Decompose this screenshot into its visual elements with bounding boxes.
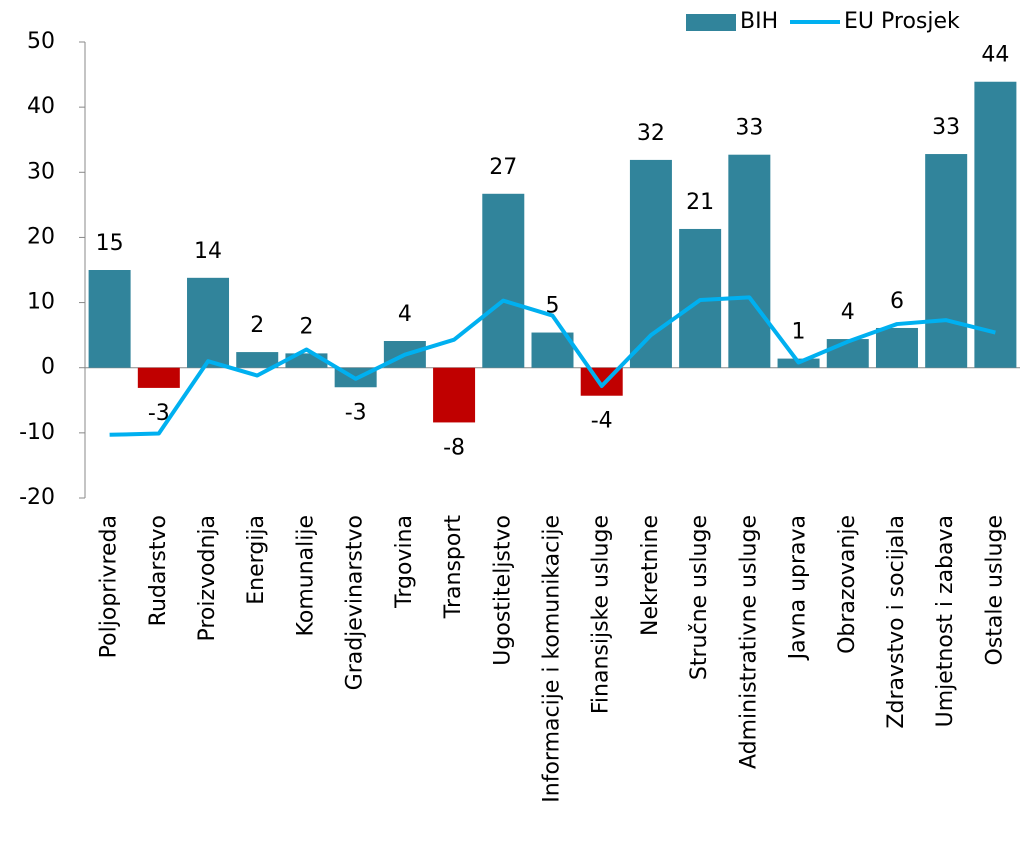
x-tick-label: Ostale usluge: [982, 515, 1007, 666]
value-label: 2: [250, 313, 264, 338]
x-tick-label: Zdravstvo i socijala: [884, 515, 909, 729]
bar: [236, 352, 279, 368]
value-label: -4: [591, 409, 613, 434]
value-label: 27: [489, 155, 517, 180]
line: [109, 295, 996, 437]
value-label: 44: [981, 43, 1009, 68]
bar: [433, 367, 476, 423]
x-tick-label: Proizvodnja: [195, 515, 220, 642]
x-tick-label: Ugostiteljstvo: [490, 515, 515, 666]
x-tick-label: Nekretnine: [638, 515, 663, 636]
y-tick-label: 0: [41, 355, 55, 380]
bar: [925, 154, 968, 368]
value-label: 4: [398, 302, 412, 327]
bar: [875, 327, 918, 368]
x-tick-label: Energija: [244, 515, 269, 605]
x-tick-label: Komunalije: [293, 515, 318, 636]
x-tick-label: Stručne usluge: [687, 515, 712, 680]
x-tick-label: Finansijske usluge: [589, 515, 614, 714]
x-tick-label: Gradjevinarstvo: [343, 515, 368, 690]
value-label: -3: [345, 400, 367, 425]
value-label: -3: [148, 401, 170, 426]
value-label: 2: [299, 314, 313, 339]
y-tick-label: -10: [19, 420, 55, 445]
y-tick-label: 30: [27, 159, 55, 184]
value-label: 6: [890, 289, 904, 314]
y-tick-label: 20: [27, 224, 55, 249]
value-label: 14: [194, 239, 222, 264]
y-tick-label: 10: [27, 290, 55, 315]
x-tick-label: Javna uprava: [786, 515, 811, 661]
x-tick-label: Administrativne usluge: [736, 515, 761, 769]
legend-label: BIH: [740, 9, 778, 34]
legend-swatch: [686, 14, 736, 31]
value-label: 33: [735, 116, 763, 141]
value-label: 21: [686, 190, 714, 215]
value-label: 4: [841, 300, 855, 325]
y-tick-label: 50: [27, 29, 55, 54]
value-label: 5: [546, 294, 560, 319]
bar: [187, 277, 230, 368]
bar: [88, 270, 131, 368]
value-label: 1: [792, 320, 806, 345]
value-label: 32: [637, 121, 665, 146]
bar: [137, 367, 180, 388]
bar: [974, 81, 1017, 368]
value-label: -8: [443, 435, 465, 460]
x-tick-label: Trgovina: [392, 515, 417, 609]
x-tick-label: Informacije i komunikacije: [540, 515, 565, 803]
x-tick-label: Obrazovanje: [835, 515, 860, 654]
value-label: 33: [932, 115, 960, 140]
y-tick-label: -20: [19, 485, 55, 510]
bar: [728, 154, 771, 368]
value-label: 15: [96, 231, 124, 256]
legend-label: EU Prosjek: [844, 9, 960, 34]
x-tick-label: Transport: [441, 515, 466, 620]
x-tick-label: Poljoprivreda: [97, 515, 122, 658]
x-tick-label: Umjetnost i zabava: [933, 515, 958, 727]
y-tick-label: 40: [27, 94, 55, 119]
x-tick-label: Rudarstvo: [146, 515, 171, 626]
bar: [482, 193, 525, 368]
